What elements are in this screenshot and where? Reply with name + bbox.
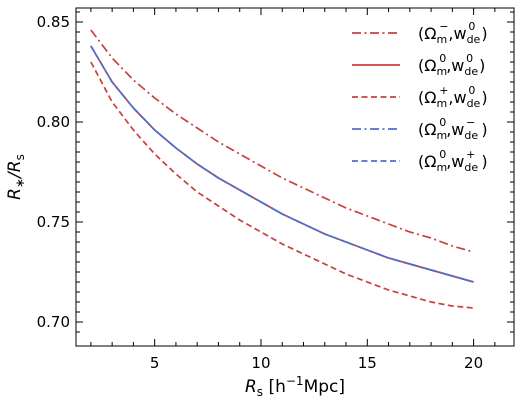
series-layer <box>90 29 474 309</box>
x-tick-label: 15 <box>358 354 377 372</box>
legend-label-3: (Ωm+,wde0) <box>418 84 488 110</box>
legend-label-5: (Ωm0,wde+) <box>418 148 488 174</box>
series-line-1 <box>90 29 474 253</box>
series-line-3 <box>90 61 474 309</box>
plot-frame <box>75 7 515 347</box>
x-tick-label: 5 <box>150 354 160 372</box>
y-tick-label: 0.75 <box>37 213 70 231</box>
x-tick-label: 10 <box>251 354 270 372</box>
series-line-5 <box>90 45 474 283</box>
x-axis-label: Rs [h−1Mpc] <box>245 374 345 399</box>
legend-label-1: (Ωm−,wde0) <box>418 20 488 46</box>
x-tick-label: 20 <box>464 354 483 372</box>
y-tick-label: 0.70 <box>37 313 70 331</box>
y-tick-label: 0.80 <box>37 113 70 131</box>
y-axis-label: R∗/Rs <box>5 154 27 200</box>
y-tick-label: 0.85 <box>37 13 70 31</box>
series-line-4 <box>90 45 474 283</box>
ticks-layer: 5 10 15 20 0.70 0.75 0.80 0.85 <box>37 8 514 372</box>
series-line-2 <box>90 45 474 283</box>
legend: (Ωm−,wde0) (Ωm0,wde0) (Ωm+,wde0) (Ωm0,wde−)… <box>352 20 488 174</box>
legend-label-4: (Ωm0,wde−) <box>418 116 488 142</box>
legend-label-2: (Ωm0,wde0) <box>418 52 485 78</box>
